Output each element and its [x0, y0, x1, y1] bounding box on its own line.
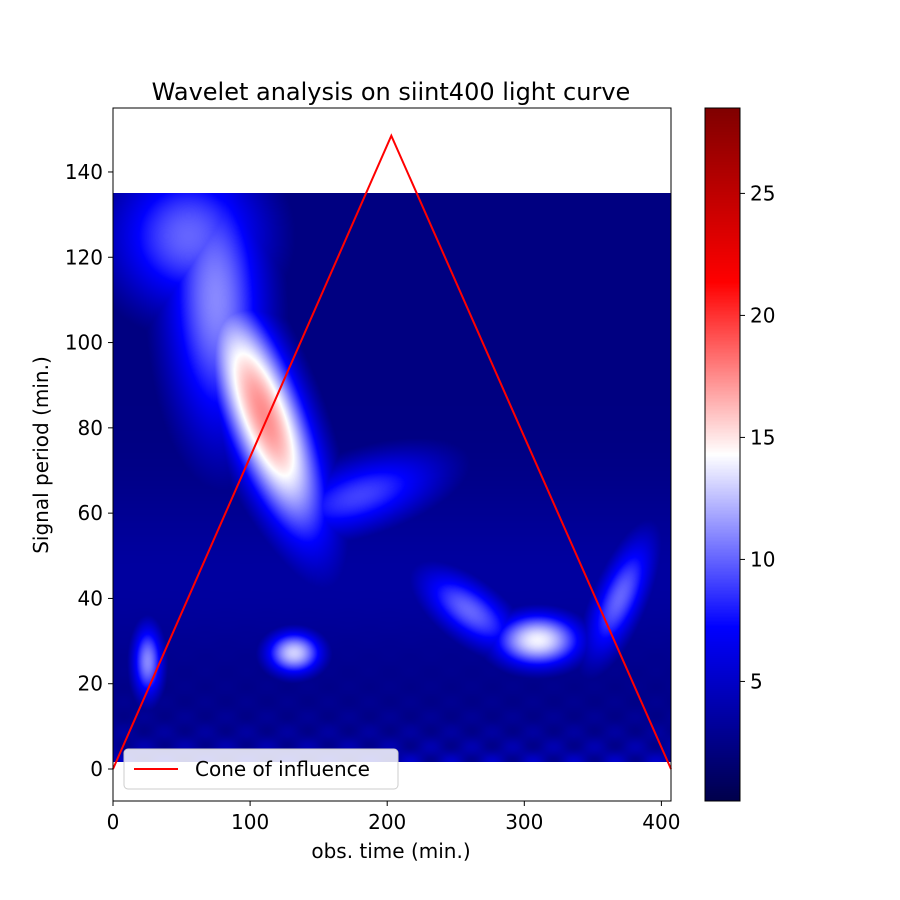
legend: Cone of influence	[123, 748, 399, 790]
x-tick-label: 100	[231, 810, 269, 834]
colorbar-tick-label: 20	[750, 303, 775, 327]
x-tick-label: 400	[642, 810, 680, 834]
colorbar-tick-label: 10	[750, 547, 775, 571]
y-tick-label: 20	[78, 672, 103, 696]
colorbar-tick-label: 25	[750, 181, 775, 205]
wavelet-heatmap	[113, 193, 671, 763]
chart-title: Wavelet analysis on siint400 light curve	[152, 78, 631, 106]
colorbar-frame	[704, 107, 741, 802]
x-tick-label: 200	[368, 810, 406, 834]
y-tick-label: 100	[65, 331, 103, 355]
colorbar-tick-label: 5	[750, 669, 763, 693]
y-axis-label: Signal period (min.)	[29, 356, 53, 554]
y-tick-label: 140	[65, 160, 103, 184]
legend-box	[123, 748, 399, 790]
colorbar-tick-label: 15	[750, 425, 775, 449]
x-tick-label: 300	[505, 810, 543, 834]
x-axis-label: obs. time (min.)	[311, 839, 470, 863]
y-tick-label: 60	[78, 501, 103, 525]
y-tick-label: 40	[78, 586, 103, 610]
plot-frame	[112, 107, 672, 802]
colorbar	[705, 108, 740, 801]
y-tick-label: 120	[65, 245, 103, 269]
y-tick-label: 80	[78, 416, 103, 440]
legend-cone-label: Cone of influence	[195, 757, 370, 781]
y-tick-label: 0	[90, 757, 103, 781]
colorbar-axis: 5 10 15 20 25	[740, 181, 775, 693]
y-axis: 0 20 40 60 80 100 120 140	[65, 160, 113, 781]
cone-of-influence-line	[112, 133, 672, 770]
x-axis: 0 100 200 300 400	[107, 801, 680, 834]
x-tick-label: 0	[107, 810, 120, 834]
